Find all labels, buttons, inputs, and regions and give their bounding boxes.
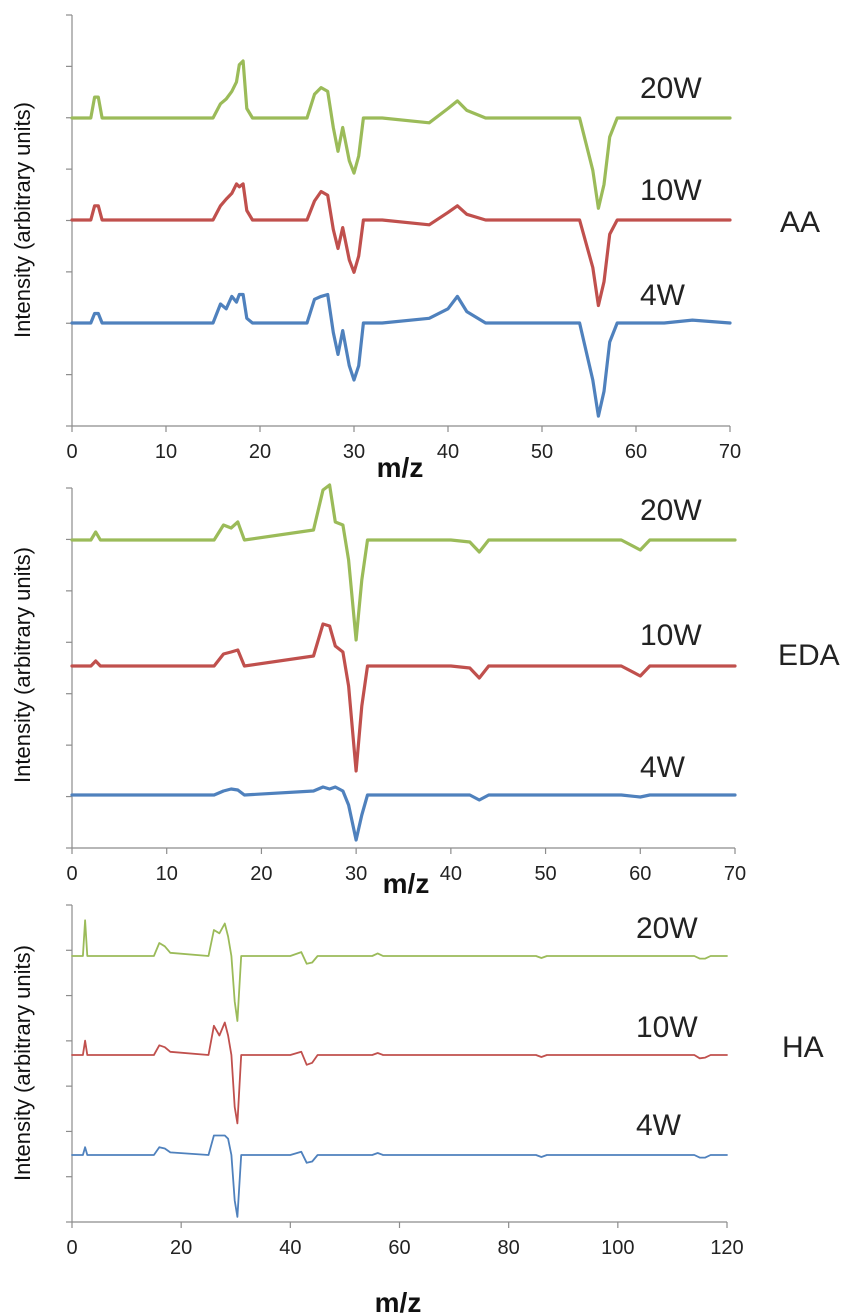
x-tick-label: 0 xyxy=(66,863,77,885)
chart-panel-ha: 0 20 40 60 80 100 120 m/z Intensity (arbitrary u… xyxy=(10,904,824,1315)
x-tick-label: 20 xyxy=(250,863,272,885)
x-tick-label: 60 xyxy=(625,441,647,463)
chart-panel-eda: 0 10 20 30 40 50 60 70 m/z Intensity (arbitrary u… xyxy=(10,483,840,899)
series-line-10w xyxy=(70,182,732,308)
series-label-4w: 4W xyxy=(636,1109,682,1142)
series-label-20w: 20W xyxy=(640,72,702,105)
series-line-20w xyxy=(70,483,737,642)
y-axis-title: Intensity (arbitrary units) xyxy=(10,547,35,783)
y-axis-title: Intensity (arbitrary units) xyxy=(10,102,35,338)
series-label-20w: 20W xyxy=(636,912,698,945)
x-tick-label: 70 xyxy=(719,441,741,463)
series-label-4w: 4W xyxy=(640,751,686,784)
series-line-4w xyxy=(70,785,737,842)
x-tick-label: 0 xyxy=(66,441,77,463)
x-tick-label: 70 xyxy=(724,863,746,885)
x-axis-title: m/z xyxy=(375,1287,422,1315)
x-tick-label: 0 xyxy=(66,1237,77,1259)
series-label-10w: 10W xyxy=(640,174,702,207)
x-tick-label: 80 xyxy=(498,1237,520,1259)
x-tick-label: 50 xyxy=(531,441,553,463)
x-tick-label: 20 xyxy=(170,1237,192,1259)
x-tick-label: 40 xyxy=(437,441,459,463)
x-tick-label: 60 xyxy=(388,1237,410,1259)
x-tick-label: 10 xyxy=(155,441,177,463)
x-tick-label: 50 xyxy=(534,863,556,885)
series-line-4w xyxy=(71,1134,728,1218)
series-line-10w xyxy=(71,1021,728,1125)
x-tick-label: 100 xyxy=(601,1237,634,1259)
y-axis-title: Intensity (arbitrary units) xyxy=(10,945,35,1181)
series-line-4w xyxy=(70,292,732,418)
series-label-10w: 10W xyxy=(636,1011,698,1044)
panels-group: 0 10 20 30 40 50 60 70 m/z Intensity (arbitrary u… xyxy=(10,14,840,1315)
compound-label: EDA xyxy=(778,639,840,672)
x-tick-label: 20 xyxy=(249,441,271,463)
x-tick-label: 30 xyxy=(345,863,367,885)
series-line-10w xyxy=(70,622,737,773)
compound-label: HA xyxy=(782,1031,824,1064)
series-label-10w: 10W xyxy=(640,619,702,652)
series-label-20w: 20W xyxy=(640,494,702,527)
x-tick-label: 40 xyxy=(440,863,462,885)
x-tick-label: 120 xyxy=(710,1237,743,1259)
x-tick-label: 10 xyxy=(156,863,178,885)
x-axis-title: m/z xyxy=(383,868,430,899)
chart-panel-aa: 0 10 20 30 40 50 60 70 m/z Intensity (arbitrary u… xyxy=(10,14,820,483)
x-tick-label: 30 xyxy=(343,441,365,463)
x-tick-label: 40 xyxy=(279,1237,301,1259)
series-label-4w: 4W xyxy=(640,279,686,312)
x-tick-label: 60 xyxy=(629,863,651,885)
series-line-20w xyxy=(70,59,732,210)
x-axis-title: m/z xyxy=(377,452,424,483)
compound-label: AA xyxy=(780,206,820,239)
series-line-20w xyxy=(71,919,728,1022)
